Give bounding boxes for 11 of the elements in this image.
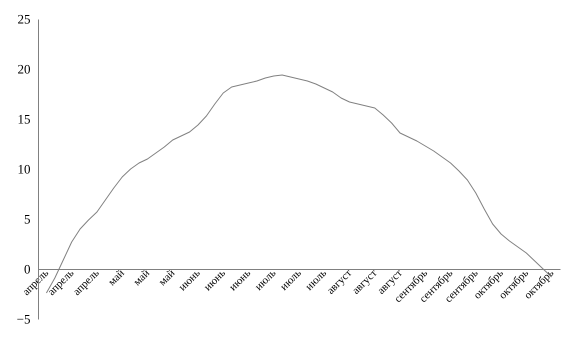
y-tick-label: 15: [18, 112, 30, 126]
y-tick-label: 5: [24, 212, 30, 226]
x-tick-label: май: [156, 267, 178, 288]
y-tick-label: 20: [18, 62, 30, 76]
x-tick-label: июль: [278, 267, 304, 293]
x-tick-label: май: [106, 267, 128, 288]
y-tick-label: −5: [16, 312, 30, 326]
y-tick-label: 10: [18, 162, 30, 176]
x-tick-label: май: [131, 267, 152, 288]
y-tick-label: 25: [18, 12, 30, 26]
y-tick-label: 0: [24, 262, 30, 276]
